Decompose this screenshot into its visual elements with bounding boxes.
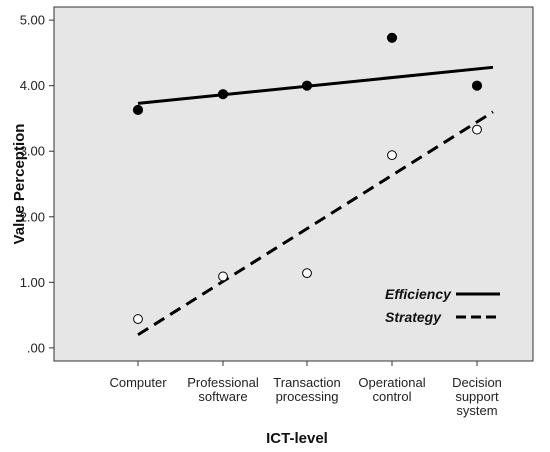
x-tick-label: support (455, 389, 499, 404)
data-point-strategy (472, 124, 482, 135)
fit-lines (137, 65, 494, 337)
data-point-efficiency (217, 89, 229, 100)
x-tick-label: software (198, 389, 247, 404)
data-point-strategy (387, 150, 397, 161)
legend-label-strategy: Strategy (385, 309, 442, 325)
data-point-efficiency (301, 80, 313, 91)
legend: Efficiency Strategy (385, 286, 500, 325)
y-axis-title: Value Perception (11, 124, 28, 245)
x-tick-label: control (372, 389, 411, 404)
y-tick-label: 1.00 (20, 275, 45, 290)
y-tick-label: 4.00 (20, 78, 45, 93)
data-point-strategy (133, 314, 143, 324)
x-axis-title: ICT-level (266, 430, 328, 447)
x-tick-label: Transaction (273, 375, 340, 390)
x-tick-label: system (456, 403, 497, 418)
y-tick-label: 5.00 (20, 13, 45, 28)
data-point-efficiency (386, 32, 398, 43)
x-tick-label: Computer (109, 375, 167, 390)
data-point-efficiency (132, 104, 144, 116)
y-tick-label: .00 (27, 340, 45, 355)
data-points (132, 32, 483, 324)
y-axis: .00 1.00 2.00 3.00 4.00 5.00 (20, 13, 54, 355)
plot-area (53, 6, 534, 362)
data-point-efficiency (471, 80, 483, 91)
legend-label-efficiency: Efficiency (385, 286, 452, 302)
y-tick-label: 2.00 (20, 209, 45, 224)
fit-line-efficiency (137, 65, 494, 105)
x-tick-label: processing (276, 389, 339, 404)
data-point-strategy (218, 271, 228, 282)
y-tick-label: 3.00 (20, 144, 45, 159)
x-tick-label: Operational (358, 375, 425, 390)
x-tick-label: Decision (452, 375, 502, 390)
fit-line-strategy (137, 110, 494, 337)
data-point-strategy (302, 268, 312, 279)
x-tick-label: Professional (187, 375, 259, 390)
